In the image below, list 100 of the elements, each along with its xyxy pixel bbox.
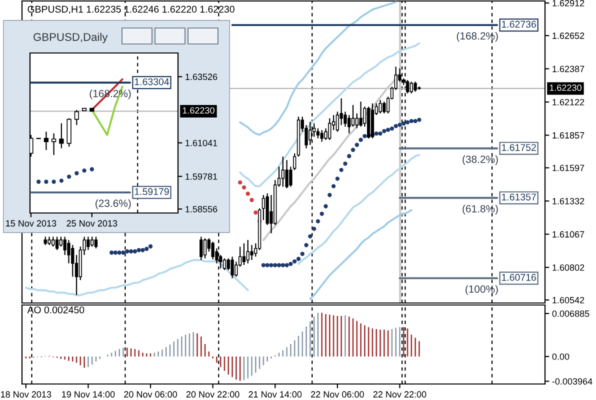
point [320, 212, 324, 216]
point [148, 244, 153, 248]
point [331, 184, 336, 188]
point [132, 249, 138, 254]
point [265, 263, 270, 268]
point [398, 122, 402, 127]
candlestick [316, 128, 320, 139]
point [113, 250, 118, 255]
annotation: (23.6%) [96, 199, 131, 210]
point [52, 180, 56, 184]
candlestick [355, 112, 358, 129]
candlestick [328, 118, 332, 141]
ref-line-label: 1.62230 [550, 84, 582, 91]
candlestick [230, 256, 234, 279]
x-tick-label: 20 Nov 06:00 [124, 391, 178, 398]
point [339, 168, 344, 172]
chart-title: GBPUSD,Daily [34, 32, 108, 44]
data-label: 1.59179 [134, 188, 169, 196]
ref-line-label: 1.62230 [182, 107, 214, 114]
point [66, 174, 72, 179]
y-tick-label: 1.58556 [186, 206, 218, 212]
candlestick [414, 81, 417, 92]
point [273, 263, 278, 268]
point [335, 176, 340, 181]
x-tick-label: 20 Nov 22:00 [186, 391, 240, 398]
x-tick-label: 25 Nov 2013 [66, 220, 118, 227]
line-series [239, 1, 397, 136]
point [121, 250, 126, 255]
candlestick [246, 239, 250, 264]
point [74, 171, 79, 176]
point [59, 178, 64, 183]
point [276, 263, 282, 268]
point [284, 263, 289, 268]
candlestick [242, 242, 246, 266]
candlestick [281, 156, 285, 188]
point [292, 259, 297, 264]
point [246, 192, 250, 196]
point [82, 168, 86, 173]
candlestick [94, 236, 98, 249]
point [254, 210, 258, 215]
point [109, 250, 114, 255]
point [140, 248, 145, 252]
line-series [309, 209, 412, 300]
point [382, 128, 386, 134]
y-tick-label: -0.003964 [552, 378, 592, 385]
y-tick-label: 1.62652 [552, 32, 584, 39]
point [394, 124, 398, 128]
y-tick-label: 1.62387 [552, 66, 584, 72]
point [128, 249, 134, 254]
y-tick-label: 0.00 [552, 353, 570, 360]
y-tick-label: 1.60542 [552, 296, 584, 304]
y-tick-label: 1.62122 [552, 98, 584, 106]
y-tick-label: 1.59781 [186, 173, 218, 180]
y-tick-label: 1.62912 [552, 0, 584, 6]
point [44, 180, 48, 184]
point [300, 252, 304, 256]
point [343, 162, 348, 166]
candlestick [74, 109, 79, 126]
annotation: (168.2%) [456, 32, 498, 42]
point [144, 246, 149, 251]
x-tick-label: 15 Nov 2013 [6, 220, 56, 227]
point [304, 243, 308, 248]
point [125, 249, 130, 254]
y-tick-label: 1.61857 [552, 132, 584, 139]
candlestick [52, 236, 55, 248]
point [417, 118, 422, 122]
candlestick [250, 244, 254, 261]
y-tick-label: 1.63526 [186, 74, 218, 80]
point [117, 250, 122, 255]
point [354, 142, 359, 147]
candlestick [59, 122, 64, 149]
candlestick [262, 194, 266, 221]
line-series [239, 42, 420, 188]
x-tick-label: 19 Nov 14:00 [62, 391, 115, 398]
point [378, 131, 382, 136]
point [242, 185, 246, 190]
x-tick-label: 22 Nov 22:00 [373, 391, 426, 398]
point [269, 263, 274, 268]
data-label: 1.63304 [134, 78, 170, 86]
candlestick [285, 159, 288, 189]
point [36, 180, 41, 184]
candlestick [71, 244, 74, 278]
x-tick-label: 18 Nov 2013 [0, 391, 52, 398]
point [409, 118, 414, 124]
point [350, 148, 356, 152]
x-tick-label: 22 Nov 06:00 [311, 391, 364, 398]
candlestick [378, 99, 382, 114]
candlestick [336, 111, 340, 132]
candlestick [410, 81, 414, 94]
candlestick [55, 236, 59, 251]
data-label: 1.62736 [502, 20, 536, 28]
point [136, 248, 141, 252]
candlestick [382, 101, 386, 114]
y-tick-label: 1.61041 [186, 140, 218, 146]
data-label: 1.60716 [502, 274, 536, 281]
point [347, 154, 352, 158]
candlestick [51, 132, 56, 156]
y-tick-label: 0.006885 [552, 310, 590, 317]
data-label: 1.61357 [502, 194, 536, 200]
point [250, 198, 254, 202]
